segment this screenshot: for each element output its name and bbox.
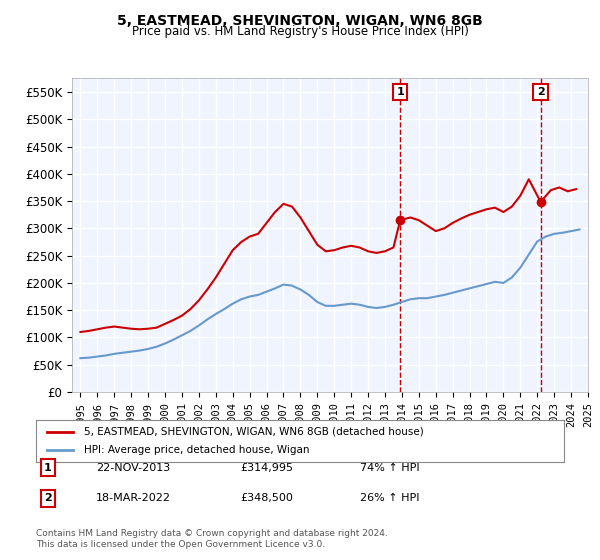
Text: 2: 2 [44,493,52,503]
Text: Price paid vs. HM Land Registry's House Price Index (HPI): Price paid vs. HM Land Registry's House … [131,25,469,38]
Text: 22-NOV-2013: 22-NOV-2013 [96,463,170,473]
Text: £314,995: £314,995 [240,463,293,473]
Text: Contains HM Land Registry data © Crown copyright and database right 2024.
This d: Contains HM Land Registry data © Crown c… [36,529,388,549]
Text: 1: 1 [44,463,52,473]
Text: 26% ↑ HPI: 26% ↑ HPI [360,493,419,503]
Text: 74% ↑ HPI: 74% ↑ HPI [360,463,419,473]
Text: 2: 2 [537,87,545,97]
Text: HPI: Average price, detached house, Wigan: HPI: Average price, detached house, Wiga… [83,445,309,455]
Text: 18-MAR-2022: 18-MAR-2022 [96,493,171,503]
Text: £348,500: £348,500 [240,493,293,503]
Text: 5, EASTMEAD, SHEVINGTON, WIGAN, WN6 8GB: 5, EASTMEAD, SHEVINGTON, WIGAN, WN6 8GB [117,14,483,28]
Text: 5, EASTMEAD, SHEVINGTON, WIGAN, WN6 8GB (detached house): 5, EASTMEAD, SHEVINGTON, WIGAN, WN6 8GB … [83,427,423,437]
Text: 1: 1 [397,87,404,97]
